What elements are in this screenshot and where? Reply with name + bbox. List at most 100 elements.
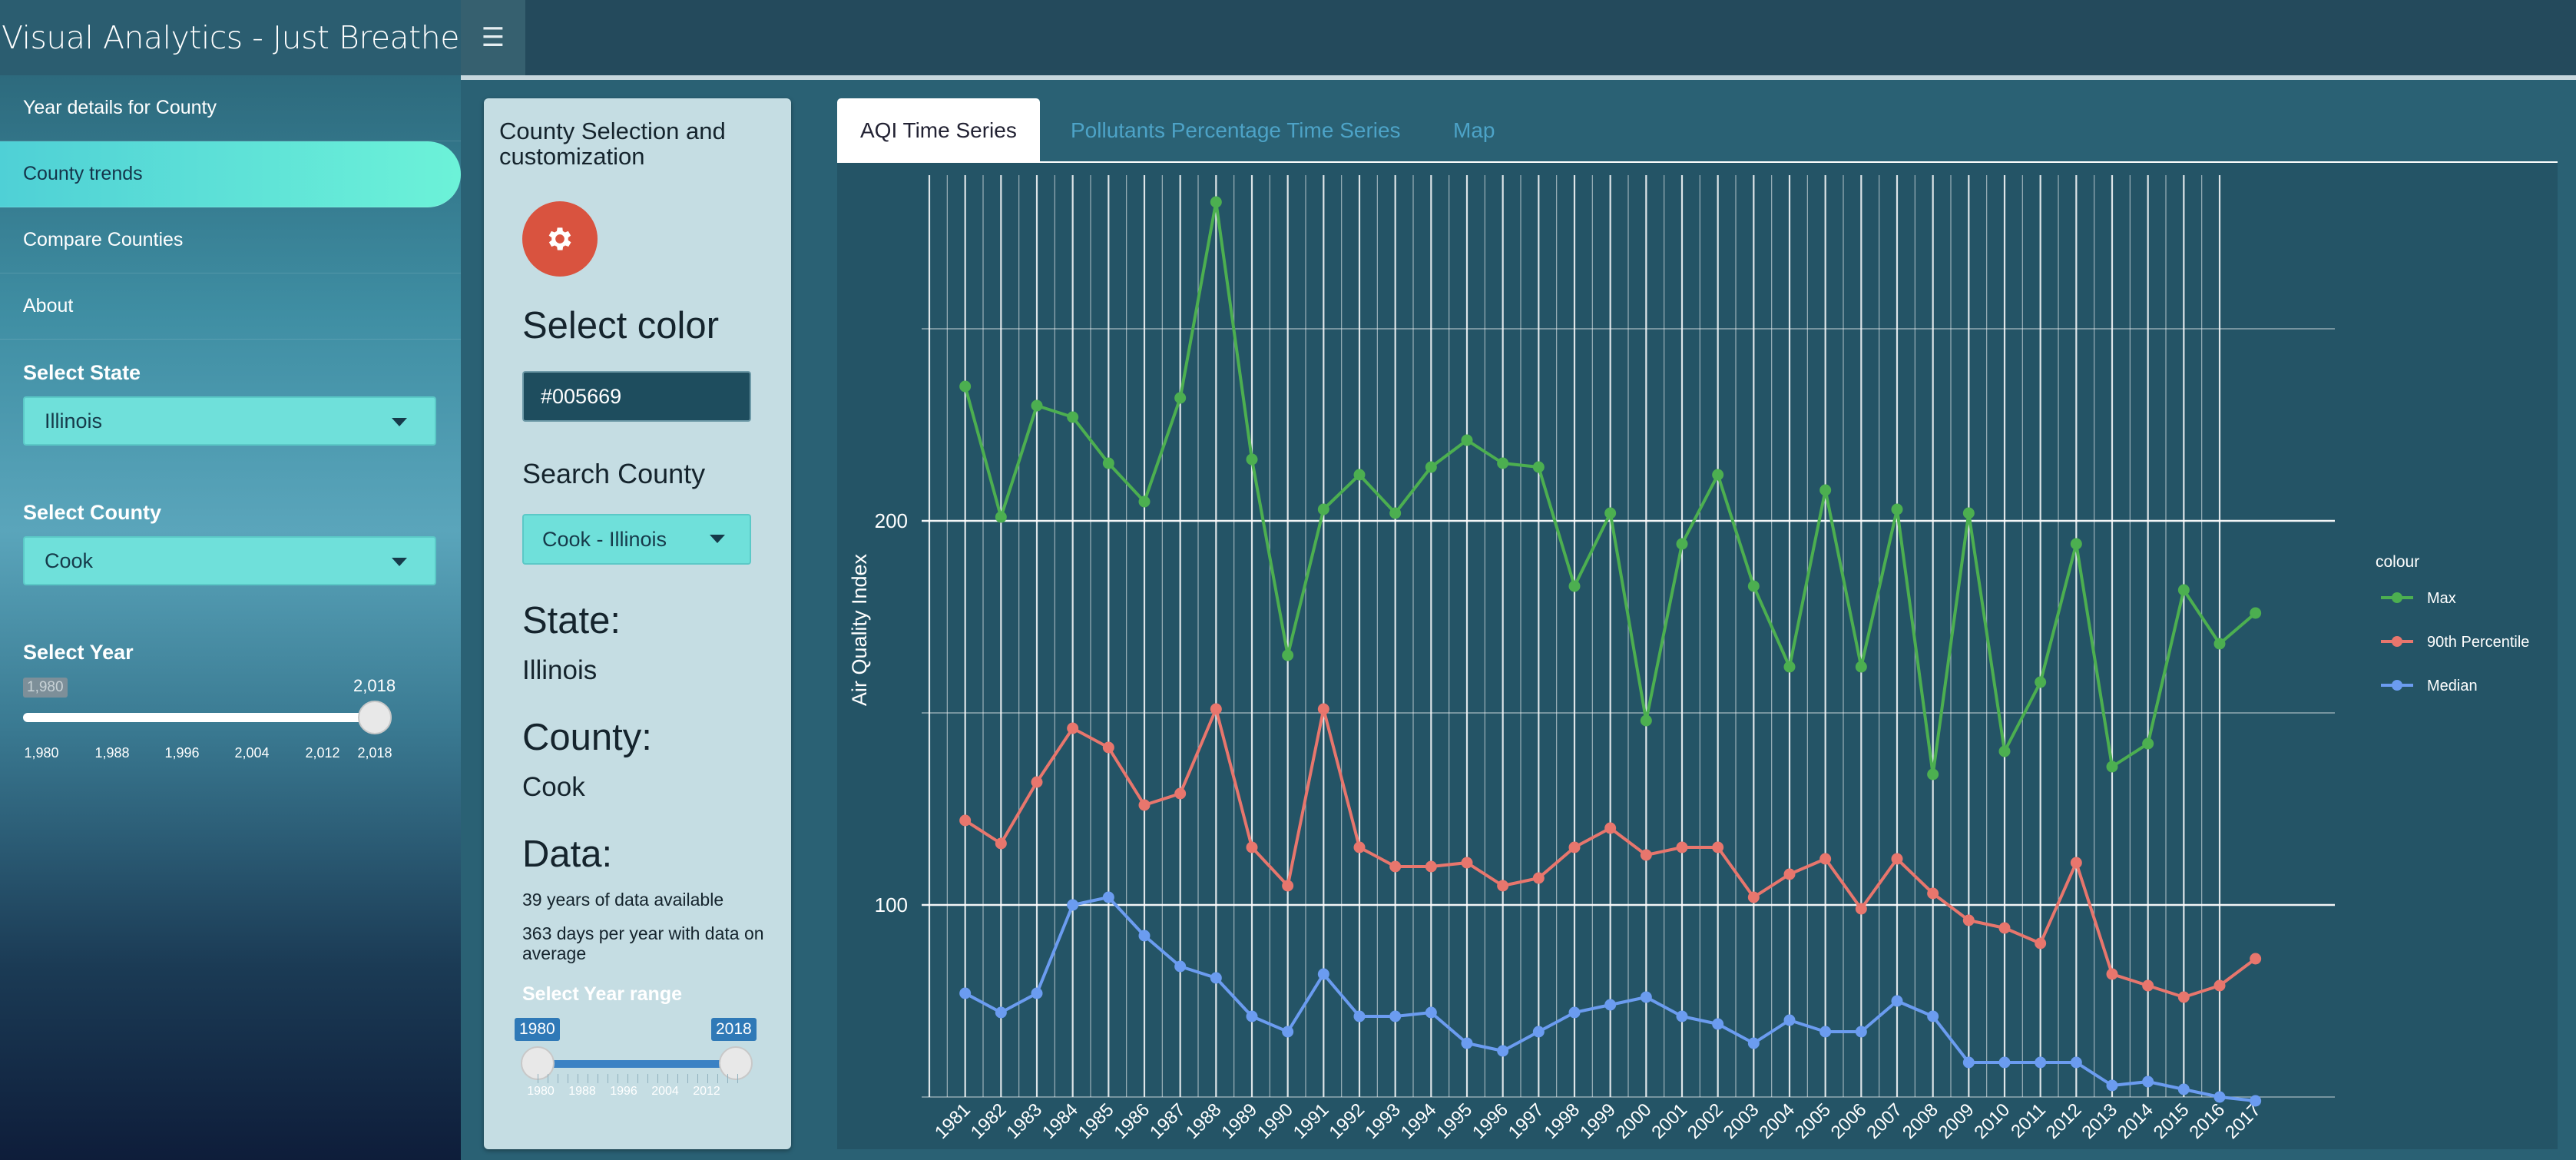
series-90th-percentile-point	[1891, 853, 1903, 865]
series-max-point	[1676, 538, 1688, 550]
year-slider-handle[interactable]	[358, 701, 392, 734]
series-max-point	[1353, 469, 1366, 481]
series-max-point	[1568, 580, 1581, 592]
tab-aqi-time-series[interactable]: AQI Time Series	[837, 98, 1040, 163]
county-selection-panel: County Selection and customization Selec…	[484, 98, 791, 1149]
year-slider-min-label: 1,980	[23, 678, 68, 698]
x-axis-tick-label: 2006	[1827, 1099, 1871, 1143]
series-90th-percentile-point	[1819, 853, 1832, 865]
series-median-point	[1568, 1006, 1581, 1019]
x-axis-tick-label: 1990	[1253, 1099, 1297, 1143]
series-max-point	[1174, 392, 1187, 404]
year-range-minor-ticks	[538, 1074, 739, 1083]
series-median-point	[959, 987, 972, 999]
series-median-point	[1353, 1010, 1366, 1022]
x-axis-tick-label: 1989	[1217, 1099, 1261, 1143]
tab-map[interactable]: Map	[1453, 118, 1495, 142]
series-max-point	[2250, 607, 2262, 619]
series-max-point	[2035, 676, 2047, 688]
series-max-point	[1532, 461, 1545, 473]
series-90th-percentile-point	[2142, 979, 2154, 992]
series-median-point	[1102, 891, 1114, 903]
series-90th-percentile-point	[1210, 703, 1222, 715]
series-max-point	[2177, 584, 2190, 596]
hamburger-icon[interactable]: ☰	[461, 0, 525, 75]
series-median-point	[1855, 1026, 1867, 1038]
year-slider-tick: 2,004	[234, 745, 270, 761]
series-median-point	[1604, 999, 1617, 1011]
x-axis-tick-label: 2013	[2078, 1099, 2121, 1143]
x-axis-tick-label: 2005	[1791, 1099, 1835, 1143]
year-range-tick: 2004	[651, 1085, 679, 1098]
series-90th-percentile-point	[1998, 922, 2011, 934]
series-90th-percentile-point	[1425, 860, 1437, 873]
color-input[interactable]: #005669	[522, 371, 751, 422]
year-slider-tick: 2,018	[357, 745, 392, 761]
year-range-track[interactable]	[538, 1060, 739, 1068]
series-median-point	[995, 1006, 1007, 1019]
series-max-point	[1461, 434, 1473, 446]
x-axis-tick-label: 1997	[1505, 1099, 1548, 1143]
x-axis-tick-label: 2002	[1684, 1099, 1727, 1143]
state-heading: State:	[522, 600, 621, 641]
series-90th-percentile-point	[1532, 872, 1545, 884]
series-max-point	[959, 380, 972, 393]
series-90th-percentile-point	[2070, 857, 2082, 869]
series-max-point	[1282, 649, 1294, 661]
search-county-select[interactable]: Cook - Illinois	[522, 514, 751, 565]
chart-panel-background	[920, 175, 2335, 1097]
year-slider-track[interactable]	[23, 713, 375, 722]
series-max-point	[1138, 495, 1151, 508]
series-max-point	[1712, 469, 1724, 481]
x-axis-tick-label: 1987	[1146, 1099, 1190, 1143]
x-axis-tick-label: 1992	[1325, 1099, 1369, 1143]
series-max-point	[1891, 503, 1903, 515]
series-max-point	[1031, 399, 1043, 412]
series-max-point	[1819, 484, 1832, 496]
series-90th-percentile-point	[1712, 841, 1724, 853]
state-label: Select State	[23, 361, 141, 384]
series-90th-percentile-point	[1138, 799, 1151, 811]
series-median-point	[2035, 1056, 2047, 1069]
series-max-point	[1640, 714, 1652, 727]
state-select[interactable]: Illinois	[23, 396, 436, 446]
content-top-border	[461, 75, 2576, 80]
series-max-point	[1998, 745, 2011, 757]
series-90th-percentile-point	[1102, 741, 1114, 754]
series-90th-percentile-point	[1174, 787, 1187, 800]
series-median-point	[2142, 1075, 2154, 1088]
sidebar-item-compare-counties[interactable]: Compare Counties	[0, 207, 461, 273]
sidebar-item-year-details[interactable]: Year details for County	[0, 75, 461, 141]
x-axis-tick-label: 2003	[1720, 1099, 1763, 1143]
x-axis-tick-label: 1982	[967, 1099, 1011, 1143]
series-90th-percentile-point	[1783, 868, 1796, 880]
series-90th-percentile-point	[1855, 903, 1867, 915]
app-title: Visual Analytics - Just Breathe	[0, 0, 461, 75]
x-axis-tick-label: 2008	[1899, 1099, 1942, 1143]
chevron-down-icon	[710, 535, 725, 543]
sidebar-item-about[interactable]: About	[0, 273, 461, 340]
y-axis-tick-label: 100	[875, 893, 908, 916]
x-axis-tick-label: 2011	[2007, 1099, 2050, 1142]
series-median-point	[2213, 1091, 2226, 1103]
tab-pollutants-percentage[interactable]: Pollutants Percentage Time Series	[1071, 118, 1401, 142]
series-90th-percentile-point	[2250, 953, 2262, 965]
y-axis-tick-label: 200	[875, 509, 908, 532]
series-median-point	[1497, 1045, 1509, 1057]
year-range-tick: 1980	[527, 1085, 555, 1098]
series-max-point	[1210, 196, 1222, 208]
x-axis-tick-label: 2004	[1755, 1099, 1799, 1143]
series-90th-percentile-point	[1461, 857, 1473, 869]
series-max-point	[1067, 411, 1079, 423]
series-median-point	[1998, 1056, 2011, 1069]
year-slider-tick: 2,012	[305, 745, 340, 761]
x-axis-tick-label: 1983	[1002, 1099, 1046, 1143]
county-select[interactable]: Cook	[23, 536, 436, 585]
year-label: Select Year	[23, 641, 134, 664]
sidebar-item-county-trends[interactable]: County trends	[0, 141, 461, 207]
legend-key-point	[2392, 592, 2402, 603]
select-color-heading: Select color	[522, 305, 720, 346]
settings-button[interactable]	[522, 201, 598, 277]
legend-key-point	[2392, 636, 2402, 647]
